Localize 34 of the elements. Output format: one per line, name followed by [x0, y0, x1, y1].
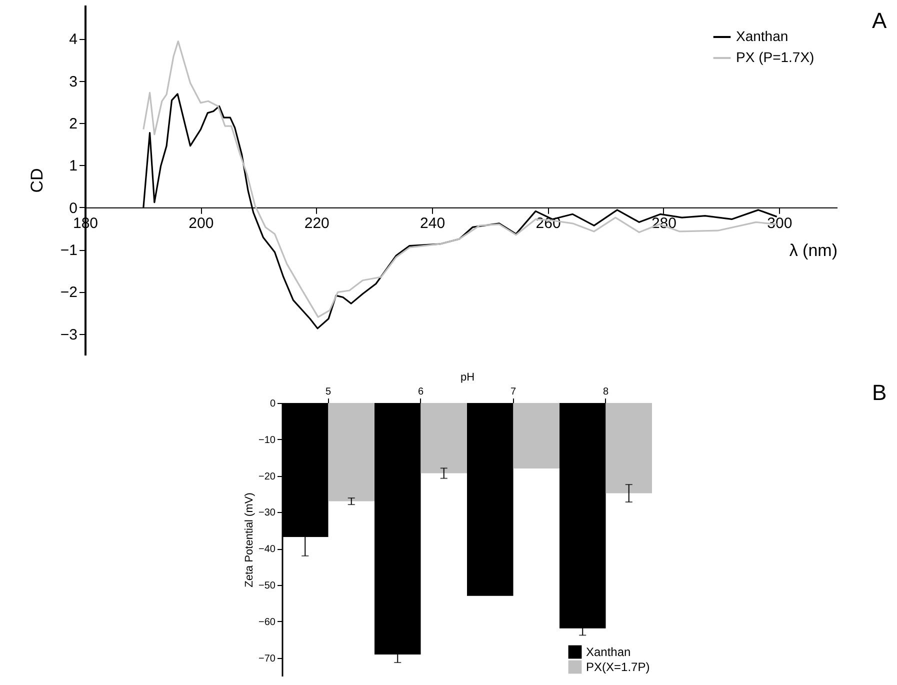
- y-axis-title: Zeta Potential (mV): [244, 492, 256, 588]
- y-tick-label: −1: [60, 242, 78, 260]
- x-tick-label: 240: [420, 214, 446, 232]
- y-tick-label: 3: [69, 73, 78, 90]
- legend-label: Xanthan: [736, 28, 788, 44]
- legend-label: PX(X=1.7P): [586, 660, 650, 674]
- y-tick-label: −2: [60, 284, 78, 302]
- y-tick-label: 4: [69, 31, 78, 48]
- legend-label: Xanthan: [586, 645, 631, 659]
- x-axis-title: pH: [460, 372, 475, 384]
- x-axis-title: λ (nm): [789, 240, 838, 260]
- text: B: [872, 380, 887, 406]
- y-axis-title: CD: [27, 168, 46, 193]
- y-tick-label: −3: [60, 326, 78, 344]
- x-tick-label: 220: [304, 214, 330, 232]
- y-tick-label: −50: [258, 580, 276, 592]
- legend-label: PX (P=1.7X): [736, 49, 814, 65]
- y-tick-label: −60: [258, 616, 276, 628]
- y-tick-label: 0: [270, 398, 276, 410]
- y-tick-label: −10: [258, 434, 276, 446]
- x-tick-label: 5: [325, 386, 332, 398]
- y-tick-label: −40: [258, 544, 276, 556]
- text: A: [872, 8, 887, 34]
- x-tick-label: 6: [418, 386, 424, 398]
- y-tick-label: 0: [69, 200, 78, 217]
- x-tick-label: 300: [767, 214, 792, 232]
- y-tick-label: −30: [258, 508, 276, 519]
- y-tick-label: 1: [69, 158, 78, 175]
- x-tick-label: 8: [602, 386, 609, 398]
- y-tick-label: −70: [258, 653, 276, 664]
- y-tick-label: −20: [258, 471, 276, 482]
- x-tick-label: 200: [188, 214, 214, 232]
- y-tick-label: 2: [69, 116, 78, 133]
- x-tick-label: 7: [510, 386, 516, 398]
